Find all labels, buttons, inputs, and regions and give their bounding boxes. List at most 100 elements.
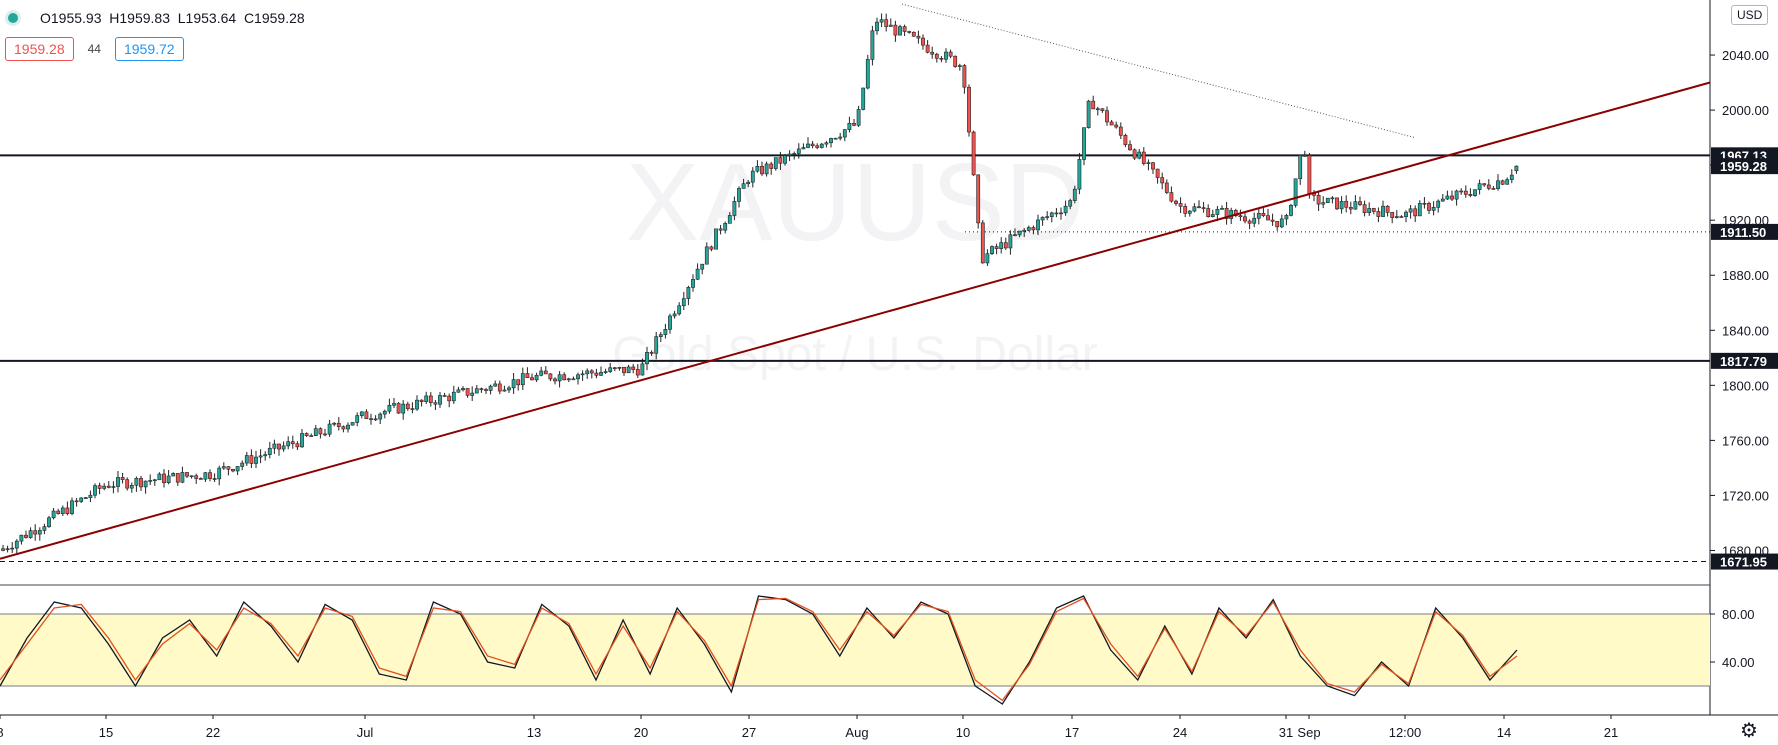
- candle-body: [994, 246, 999, 249]
- candle-body: [341, 426, 346, 430]
- candle-body: [1243, 216, 1247, 222]
- candle-body: [810, 143, 815, 147]
- candle-body: [1220, 207, 1224, 210]
- candle-body: [1399, 216, 1404, 218]
- time-tick-label: Sep: [1297, 725, 1320, 740]
- candle-body: [1358, 201, 1362, 205]
- candle-body: [695, 268, 700, 280]
- candle-body: [1385, 205, 1390, 213]
- candle-body: [1417, 203, 1422, 217]
- candle-body: [953, 55, 958, 67]
- time-tick-label: 21: [1604, 725, 1618, 740]
- candle-body: [143, 480, 148, 488]
- candle-body: [502, 389, 507, 392]
- candle-body: [1229, 210, 1234, 219]
- candle-body: [1206, 208, 1211, 217]
- candle-body: [461, 388, 465, 391]
- candle-body: [562, 374, 567, 381]
- candle-body: [1270, 219, 1275, 222]
- currency-button[interactable]: USD: [1731, 5, 1769, 25]
- candle-body: [585, 370, 590, 375]
- candle-body: [304, 433, 309, 436]
- candle-body: [263, 454, 268, 457]
- candle-body: [1247, 220, 1252, 224]
- candle-body: [911, 31, 916, 37]
- candle-body: [548, 373, 553, 380]
- candle-body: [773, 157, 778, 169]
- candle-body: [833, 137, 838, 140]
- candle-body: [1049, 212, 1054, 217]
- price-tick-label: 1840.00: [1722, 323, 1769, 338]
- watermark-symbol: XAUUSD: [626, 141, 1084, 264]
- candle-body: [65, 507, 70, 514]
- candle-body: [396, 403, 401, 414]
- candle-body: [852, 123, 856, 126]
- candle-body: [1491, 188, 1496, 190]
- candle-body: [217, 467, 222, 480]
- stoch-tick-label: 40.00: [1722, 655, 1755, 670]
- candle-body: [1404, 211, 1408, 217]
- price-axis-label-bg: [1711, 553, 1778, 570]
- candle-body: [300, 433, 304, 448]
- price-tick-label: 2040.00: [1722, 48, 1769, 63]
- candle-body: [392, 403, 396, 406]
- candle-body: [1192, 206, 1197, 212]
- candle-body: [599, 372, 603, 376]
- market-status-icon: [8, 13, 18, 23]
- candle-body: [525, 373, 530, 379]
- candle-body: [1454, 190, 1459, 200]
- candle-body: [530, 377, 534, 381]
- candle-body: [33, 530, 38, 535]
- candle-body: [1325, 197, 1330, 203]
- candle-body: [1367, 208, 1372, 213]
- bid-ask-panel[interactable]: 1959.28 44 1959.72: [5, 37, 184, 61]
- candle-body: [787, 153, 792, 156]
- candle-body: [166, 475, 171, 484]
- price-tick-label: 1880.00: [1722, 268, 1769, 283]
- candle-body: [1500, 180, 1505, 185]
- candle-body: [1450, 195, 1454, 200]
- candle-body: [571, 378, 576, 381]
- candle-body: [838, 136, 843, 139]
- price-axis-label: 1817.79: [1720, 354, 1767, 369]
- candle-body: [1436, 200, 1441, 208]
- candle-body: [709, 246, 714, 250]
- price-axis-label-bg: [1711, 352, 1778, 369]
- candle-body: [557, 374, 562, 382]
- candle-body: [1082, 127, 1086, 160]
- gear-icon[interactable]: ⚙: [1740, 720, 1758, 742]
- stoch-tick-label: 80.00: [1722, 607, 1755, 622]
- candle-body: [727, 215, 732, 224]
- candle-body: [875, 21, 879, 32]
- candle-body: [102, 485, 107, 489]
- watermark-description: Gold Spot / U.S. Dollar: [612, 328, 1098, 381]
- candle-body: [916, 35, 921, 39]
- candle-body: [488, 385, 493, 391]
- candle-body: [1261, 213, 1266, 216]
- candle-body: [212, 478, 217, 480]
- candle-body: [180, 472, 185, 483]
- candle-body: [318, 428, 323, 435]
- candle-body: [939, 57, 944, 60]
- buy-price-box[interactable]: 1959.72: [114, 37, 184, 61]
- candle-body: [907, 31, 912, 33]
- sell-price-box[interactable]: 1959.28: [5, 37, 74, 61]
- candle-body: [378, 413, 383, 420]
- candle-body: [1215, 209, 1220, 215]
- time-tick-label: 31: [1279, 725, 1293, 740]
- candle-body: [1321, 202, 1326, 205]
- candle-body: [1335, 197, 1339, 210]
- candle-body: [819, 143, 824, 148]
- candle-body: [884, 19, 889, 27]
- candle-body: [415, 399, 419, 410]
- candle-body: [37, 530, 42, 535]
- candle-body: [1307, 155, 1312, 194]
- time-tick-label: 22: [206, 725, 220, 740]
- spread-value: 44: [87, 42, 101, 56]
- candle-body: [1137, 151, 1142, 159]
- candle-body: [1114, 124, 1119, 128]
- candle-body: [428, 395, 433, 403]
- candle-body: [1362, 204, 1367, 213]
- candle-body: [677, 305, 682, 315]
